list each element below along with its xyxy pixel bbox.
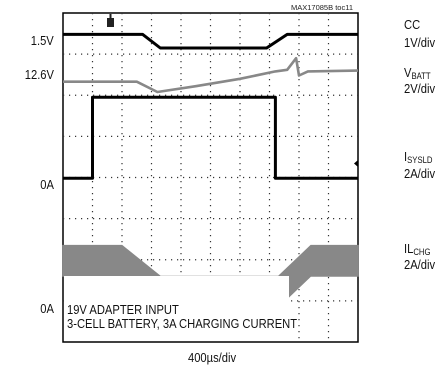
ilchg-channel-label: ILCHG: [404, 241, 431, 257]
vbatt-channel-label: VBATT: [404, 65, 431, 81]
ilchg-ground-label: 0A: [40, 301, 54, 316]
annotation-line-1: 19V ADAPTER INPUT: [67, 302, 179, 317]
trace-vbatt: [63, 56, 359, 94]
trace-isysld: [63, 95, 358, 180]
cc-scale-label: 1V/div: [404, 35, 436, 50]
figure-id: MAX17085B toc11: [291, 3, 353, 12]
grid: [63, 13, 358, 342]
trigger-level-marker: [354, 160, 358, 167]
cc-offset-label: 1.5V: [30, 33, 54, 48]
ilchg-scale-label: 2A/div: [404, 257, 436, 272]
time-scale-label: 400µs/div: [188, 350, 237, 365]
vbatt-scale-label: 2V/div: [404, 81, 436, 96]
annotation-line-2: 3-CELL BATTERY, 3A CHARGING CURRENT: [67, 316, 298, 331]
isysld-scale-label: 2A/div: [404, 166, 436, 181]
vbatt-offset-label: 12.6V: [24, 67, 54, 82]
isysld-ground-label: 0A: [40, 177, 54, 192]
annotation-box: [64, 276, 289, 341]
isysld-channel-label: ISYSLD: [404, 149, 433, 165]
trigger-marker: [107, 14, 114, 27]
trace-cc: [63, 32, 358, 50]
cc-channel-label: CC: [404, 17, 421, 32]
